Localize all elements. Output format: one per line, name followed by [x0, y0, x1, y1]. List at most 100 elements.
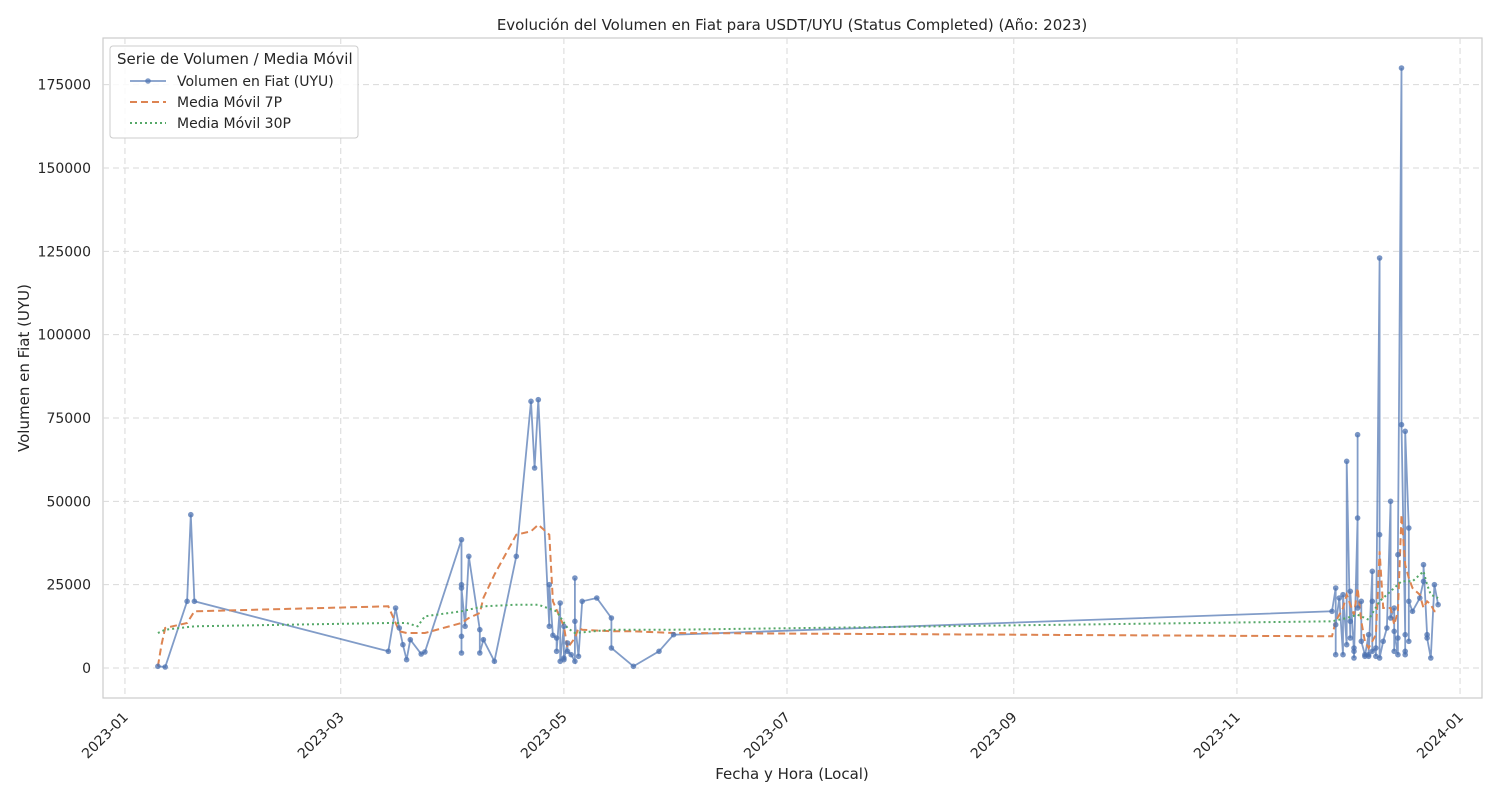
data-point	[477, 650, 483, 656]
data-point	[568, 651, 574, 658]
data-point	[403, 656, 410, 663]
x-tick-label: 2023-03	[295, 710, 348, 763]
data-point	[608, 645, 615, 651]
data-point	[561, 623, 567, 630]
data-point	[1395, 635, 1401, 641]
data-point	[1354, 431, 1361, 438]
data-point	[1351, 655, 1357, 661]
data-point	[1380, 638, 1386, 645]
y-tick-label: 0	[82, 661, 91, 677]
data-point	[1347, 635, 1354, 641]
data-point	[155, 663, 161, 670]
data-point	[458, 633, 465, 640]
data-point	[458, 536, 465, 543]
data-point	[1402, 428, 1408, 435]
data-point	[462, 623, 468, 630]
x-axis-label: Fecha y Hora (Local)	[715, 765, 869, 783]
data-point	[656, 648, 662, 655]
data-point	[385, 648, 392, 655]
data-point	[1417, 595, 1423, 601]
data-point	[594, 595, 600, 601]
legend-label-ma7: Media Móvil 7P	[177, 95, 282, 111]
data-point	[1406, 638, 1412, 645]
data-point	[1343, 458, 1350, 465]
x-tick-label: 2024-01	[1414, 710, 1467, 763]
data-point	[1332, 585, 1339, 591]
chart-title: Evolución del Volumen en Fiat para USDT/…	[497, 16, 1087, 34]
series-line-2	[157, 569, 1439, 635]
data-point	[1358, 638, 1365, 645]
data-point	[188, 511, 194, 518]
data-point	[1402, 631, 1408, 638]
data-point	[491, 658, 498, 665]
legend-label-ma30: Media Móvil 30P	[177, 116, 291, 132]
data-point	[1395, 551, 1401, 558]
data-point	[1406, 525, 1412, 531]
data-point	[1332, 621, 1339, 628]
data-point	[1398, 65, 1405, 71]
legend-box	[109, 45, 359, 139]
x-tick-label: 2023-05	[518, 710, 571, 763]
plot-area	[102, 37, 1483, 699]
data-point	[1406, 598, 1412, 605]
data-point	[572, 618, 578, 625]
data-point	[458, 585, 465, 591]
data-point	[396, 625, 403, 631]
data-point	[1369, 648, 1376, 655]
legend-label-volume: Volumen en Fiat (UYU)	[177, 74, 334, 90]
y-tick-label: 50000	[46, 494, 91, 510]
data-point	[1354, 515, 1361, 521]
data-point	[1387, 498, 1394, 505]
data-point	[477, 626, 483, 633]
data-point	[407, 636, 414, 643]
data-point	[1358, 598, 1365, 605]
grid-layer	[103, 38, 1482, 698]
data-point	[579, 598, 585, 605]
data-point	[1395, 651, 1401, 658]
data-point	[1336, 595, 1343, 601]
y-tick-label: 125000	[38, 244, 91, 260]
data-point	[392, 605, 399, 611]
data-point	[572, 575, 578, 581]
data-point	[1424, 635, 1430, 641]
data-point	[553, 648, 560, 655]
data-point	[1376, 255, 1383, 261]
data-point	[608, 615, 615, 621]
data-point	[531, 465, 538, 471]
data-point	[1347, 588, 1354, 595]
data-point	[1340, 651, 1346, 658]
data-point	[1332, 651, 1339, 658]
data-point	[553, 635, 560, 641]
x-tick-label: 2023-01	[79, 710, 132, 763]
data-point	[535, 396, 542, 403]
data-point	[1409, 608, 1416, 615]
data-point	[513, 553, 520, 560]
data-point	[1384, 625, 1390, 631]
data-point	[630, 663, 637, 670]
data-point	[1376, 531, 1383, 538]
data-point	[1340, 591, 1346, 598]
data-point	[1369, 598, 1376, 605]
data-point	[1354, 605, 1361, 611]
data-point	[191, 598, 198, 605]
data-point	[1391, 605, 1397, 611]
data-point	[184, 598, 190, 605]
data-point	[458, 650, 465, 656]
data-point	[528, 398, 534, 405]
data-point	[670, 631, 677, 638]
data-point	[1391, 628, 1397, 635]
legend-title: Serie de Volumen / Media Móvil	[117, 50, 353, 68]
x-tick-label: 2023-09	[968, 710, 1021, 763]
y-tick-label: 25000	[46, 578, 91, 594]
data-point	[1365, 651, 1372, 658]
data-point	[1376, 655, 1383, 661]
data-point	[1435, 601, 1441, 608]
y-tick-label: 75000	[46, 411, 91, 427]
data-point	[1428, 655, 1434, 661]
data-point	[1347, 618, 1354, 625]
data-point	[564, 640, 571, 646]
legend-marker-volume	[145, 78, 151, 84]
y-tick-label: 175000	[38, 78, 91, 94]
y-axis-label: Volumen en Fiat (UYU)	[15, 284, 33, 452]
